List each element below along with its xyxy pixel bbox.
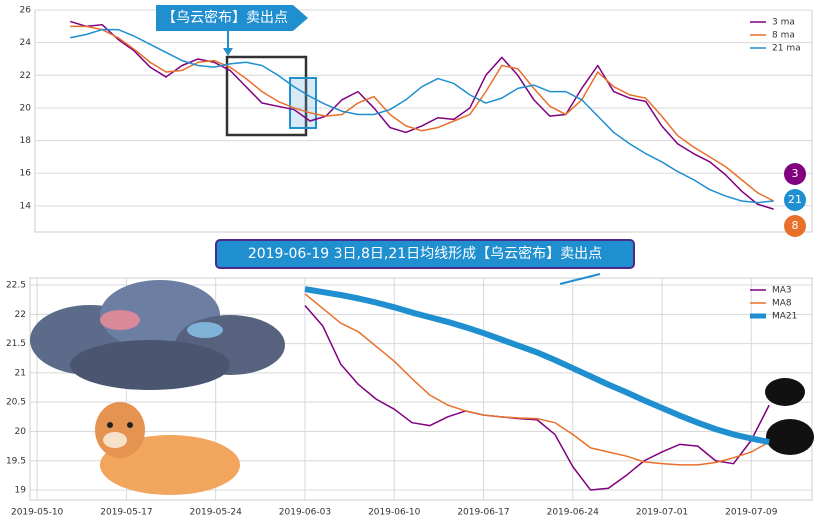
ma-line (70, 28, 774, 204)
y-tick-label: 19 (15, 486, 27, 496)
y-tick-label: 18 (20, 136, 32, 146)
x-tick-label: 2019-06-03 (279, 508, 331, 518)
y-tick-label: 20 (20, 103, 32, 113)
badge (784, 163, 806, 185)
x-tick-label: 2019-05-17 (100, 508, 152, 518)
x-tick-label: 2019-07-01 (636, 508, 688, 518)
arrow-head (223, 48, 233, 56)
x-tick-label: 2019-07-09 (725, 508, 778, 518)
banner-shape (156, 5, 308, 31)
ma-line (69, 20, 774, 210)
badge (784, 189, 806, 211)
badge-label: 21 (788, 193, 802, 206)
y-tick-label: 19.5 (6, 456, 26, 466)
cloud-illustration (30, 280, 285, 390)
y-tick-label: 22 (15, 310, 26, 320)
y-tick-label: 26 (20, 6, 32, 16)
badge-label: 3 (792, 167, 799, 180)
badge-label: 8 (792, 219, 799, 232)
ma-line (304, 293, 770, 466)
x-tick-label: 2019-06-10 (368, 508, 421, 518)
highlight-box (225, 55, 308, 137)
legend-label: 8 ma (772, 31, 795, 41)
legend-label: 3 ma (772, 18, 795, 28)
y-tick-label: 24 (20, 38, 32, 48)
top-banner: 【乌云密布】卖出点 (162, 9, 288, 26)
y-tick-label: 20.5 (6, 398, 26, 408)
top-plot-area (34, 9, 813, 233)
y-tick-label: 14 (20, 201, 32, 211)
dog-illustration (95, 402, 240, 495)
y-tick-label: 20 (15, 427, 27, 437)
legend-label: MA21 (772, 312, 797, 322)
dark-clouds (765, 378, 814, 455)
ma-line (70, 25, 774, 202)
badge (784, 215, 806, 237)
x-tick-label: 2019-06-17 (457, 508, 509, 518)
arrow (559, 273, 601, 285)
x-tick-label: 2019-05-10 (11, 508, 64, 518)
ma-line (304, 305, 770, 491)
x-tick-label: 2019-06-24 (547, 508, 600, 518)
legend-label: 21 ma (772, 44, 801, 54)
x-tick-label: 2019-05-24 (190, 508, 243, 518)
y-tick-label: 21 (15, 368, 26, 378)
legend-label: MA3 (772, 286, 792, 296)
mid-banner-box (215, 239, 635, 269)
ma-line (304, 286, 770, 445)
y-tick-label: 22.5 (6, 281, 26, 291)
y-tick-label: 16 (20, 169, 32, 179)
y-tick-label: 22 (20, 71, 31, 81)
mid-banner: 2019-06-19 3日,8日,21日均线形成【乌云密布】卖出点 (248, 245, 602, 262)
y-tick-label: 21.5 (6, 339, 26, 349)
legend-label: MA8 (772, 299, 792, 309)
